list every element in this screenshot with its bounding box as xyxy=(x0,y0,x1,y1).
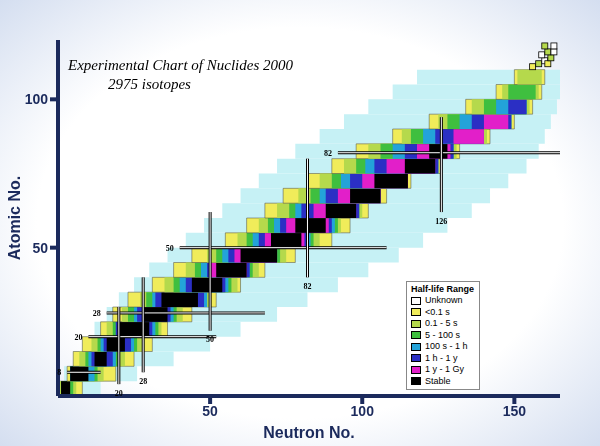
html-text:Neutron No.: Neutron No. xyxy=(263,424,355,441)
svg-text:28: 28 xyxy=(93,309,101,318)
svg-text:100: 100 xyxy=(351,403,375,419)
html-text:5 - 100 s: 5 - 100 s xyxy=(425,329,460,340)
svg-text:28: 28 xyxy=(139,377,147,386)
html-text:Half-life Range: Half-life Range xyxy=(411,283,474,294)
svg-text:20: 20 xyxy=(74,333,82,342)
html-text:2975 isotopes: 2975 isotopes xyxy=(108,76,191,92)
svg-text:50: 50 xyxy=(166,244,174,253)
svg-text:50: 50 xyxy=(32,240,48,256)
html-text:<0.1 s: <0.1 s xyxy=(425,306,450,317)
html-text:Atomic No.: Atomic No. xyxy=(6,175,23,261)
svg-text:100: 100 xyxy=(25,91,49,107)
svg-text:150: 150 xyxy=(503,403,527,419)
html-text:100 s - 1 h: 100 s - 1 h xyxy=(425,341,468,351)
svg-text:82: 82 xyxy=(303,282,311,291)
svg-text:50: 50 xyxy=(202,403,218,419)
html-text:Stable: Stable xyxy=(425,375,451,386)
svg-text:126: 126 xyxy=(435,217,447,226)
svg-text:20: 20 xyxy=(115,389,123,398)
svg-text:8: 8 xyxy=(57,368,61,377)
svg-text:50: 50 xyxy=(206,335,214,344)
svg-text:82: 82 xyxy=(324,149,332,158)
html-text:1 y - 1 Gy: 1 y - 1 Gy xyxy=(425,364,464,374)
html-text:Unknown: Unknown xyxy=(425,295,463,305)
html-text:1 h - 1 y: 1 h - 1 y xyxy=(425,352,458,363)
html-text:Experimental Chart of Nuclides: Experimental Chart of Nuclides 2000 xyxy=(68,57,293,73)
html-text:0.1 - 5 s: 0.1 - 5 s xyxy=(425,318,458,328)
